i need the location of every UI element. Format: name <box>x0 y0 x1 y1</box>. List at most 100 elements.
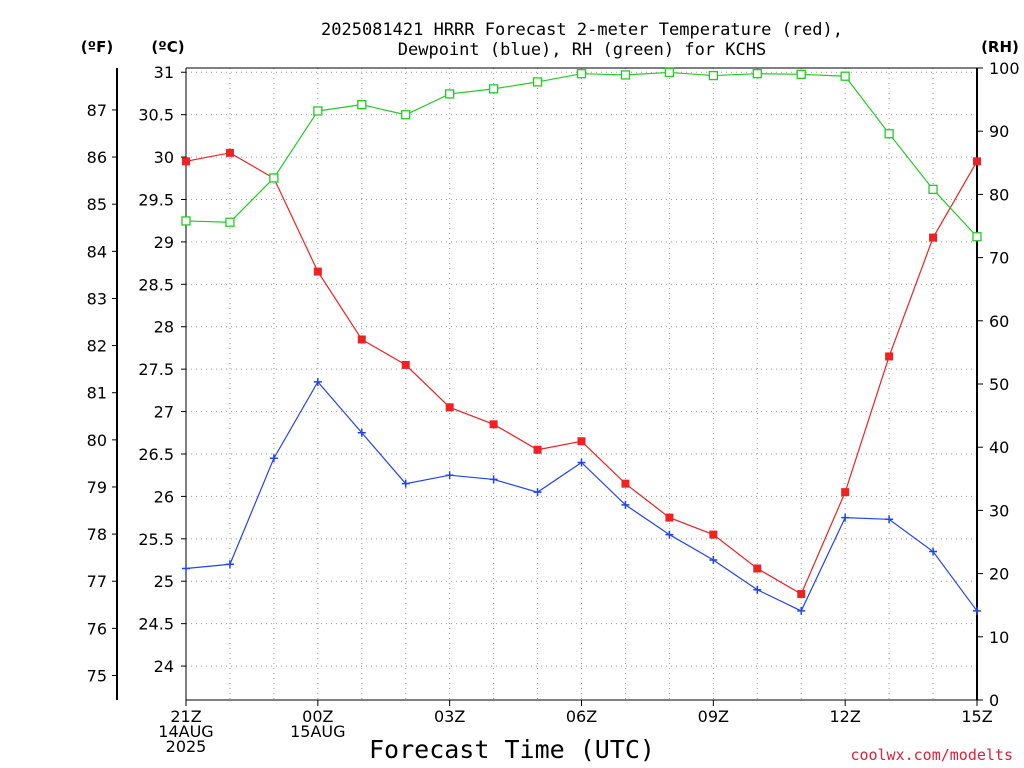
celsius-tick-label: 30.5 <box>138 106 174 125</box>
celsius-tick-label: 24.5 <box>138 615 174 634</box>
data-point-rh <box>357 100 367 110</box>
data-point-temperature <box>797 589 806 598</box>
fahrenheit-tick-label: 82 <box>87 337 107 356</box>
fahrenheit-tick-label: 78 <box>87 525 107 544</box>
data-point-rh <box>532 77 543 87</box>
data-point-dewpoint <box>753 585 762 594</box>
rh-tick-label: 70 <box>989 249 1009 268</box>
data-point-temperature <box>489 420 498 429</box>
data-point-temperature <box>577 437 586 446</box>
rh-unit-label: (RH) <box>981 38 1019 56</box>
fahrenheit-tick-label: 76 <box>87 619 107 638</box>
x-tick-label: 09Z <box>698 707 729 726</box>
data-point-dewpoint <box>665 530 674 539</box>
fahrenheit-tick-label: 80 <box>87 431 107 450</box>
celsius-tick-label: 27 <box>154 403 174 422</box>
data-point-temperature <box>621 479 630 488</box>
data-point-temperature <box>533 445 542 454</box>
rh-tick-label: 80 <box>989 185 1009 204</box>
rh-tick-label: 20 <box>989 565 1009 584</box>
grid-lines <box>186 68 977 700</box>
data-point-rh <box>972 232 982 242</box>
celsius-tick-label: 25.5 <box>138 530 174 549</box>
data-point-temperature <box>225 148 234 157</box>
data-point-temperature <box>929 233 938 242</box>
celsius-tick-label: 26.5 <box>138 445 174 464</box>
data-point-temperature <box>753 564 762 573</box>
x-tick-label: 21Z <box>170 707 201 726</box>
fahrenheit-tick-label: 84 <box>87 242 107 261</box>
rh-tick-label: 10 <box>989 628 1009 647</box>
rh-tick-label: 60 <box>989 312 1009 331</box>
data-point-dewpoint <box>577 458 586 467</box>
data-point-rh <box>708 70 718 81</box>
fahrenheit-tick-label: 86 <box>87 148 107 167</box>
celsius-tick-label: 26 <box>154 487 174 506</box>
data-point-dewpoint <box>357 428 366 437</box>
data-point-rh <box>928 184 938 194</box>
tick-labels: 24 24.5 25 25.5 26 26.5 27 27.5 28 28.5 29 29.5 30 30… <box>87 59 1020 756</box>
x-tick-label: 03Z <box>434 707 465 726</box>
data-point-dewpoint <box>225 560 234 569</box>
data-point-rh <box>269 173 279 183</box>
data-point-temperature <box>313 267 322 276</box>
fahrenheit-unit-label: (ºF) <box>81 38 113 56</box>
data-point-temperature <box>182 157 190 166</box>
x-tick-label: 15Z <box>961 707 992 726</box>
rh-tick-label: 40 <box>989 438 1009 457</box>
data-point-dewpoint <box>709 556 718 565</box>
data-point-rh <box>488 84 499 94</box>
data-point-dewpoint <box>885 515 894 524</box>
data-point-temperature <box>841 488 850 497</box>
x-axis-label: Forecast Time (UTC) <box>369 735 655 764</box>
data-point-dewpoint <box>797 606 806 615</box>
data-point-rh <box>840 71 850 81</box>
data-point-rh <box>181 216 191 226</box>
data-point-rh <box>225 217 235 227</box>
credit-text: coolwx.com/modelts <box>850 746 1013 764</box>
data-point-rh <box>796 69 806 79</box>
data-point-temperature <box>401 360 410 369</box>
data-point-temperature <box>973 157 981 166</box>
series-dewpoint <box>182 377 981 615</box>
x-tick-label: 14AUG <box>158 722 213 741</box>
rh-tick-label: 50 <box>989 375 1009 394</box>
data-point-rh <box>401 110 411 120</box>
data-point-dewpoint <box>841 513 850 522</box>
x-tick-label: 06Z <box>566 707 597 726</box>
data-point-rh <box>664 67 675 78</box>
rh-tick-label: 0 <box>989 691 999 710</box>
data-point-rh <box>313 106 323 116</box>
rh-tick-label: 30 <box>989 501 1009 520</box>
fahrenheit-tick-label: 83 <box>87 289 107 308</box>
data-point-dewpoint <box>621 500 630 509</box>
celsius-tick-label: 29.5 <box>138 190 174 209</box>
data-point-rh <box>884 129 894 139</box>
data-point-dewpoint <box>929 547 938 556</box>
fahrenheit-tick-label: 75 <box>87 666 107 685</box>
data-point-rh <box>752 69 762 79</box>
chart-subtitle: Dewpoint (blue), RH (green) for KCHS <box>398 40 766 60</box>
axes <box>112 67 983 706</box>
data-point-dewpoint <box>313 377 322 386</box>
celsius-tick-label: 31 <box>154 63 174 82</box>
data-point-temperature <box>665 513 674 522</box>
celsius-tick-label: 27.5 <box>138 360 174 379</box>
x-tick-label: 15AUG <box>290 722 345 741</box>
series-layer <box>181 67 982 615</box>
fahrenheit-tick-label: 85 <box>87 195 107 214</box>
data-point-dewpoint <box>182 564 190 573</box>
data-point-dewpoint <box>401 479 410 488</box>
data-point-temperature <box>885 352 894 361</box>
series-rh <box>181 67 982 242</box>
x-tick-label: 12Z <box>830 707 861 726</box>
data-point-temperature <box>445 403 454 412</box>
x-tick-label: 00Z <box>302 707 333 726</box>
celsius-tick-label: 28.5 <box>138 275 174 294</box>
celsius-tick-label: 28 <box>154 318 174 337</box>
data-point-rh <box>576 69 587 79</box>
celsius-tick-label: 24 <box>154 657 174 676</box>
rh-tick-label: 90 <box>989 122 1009 141</box>
data-point-dewpoint <box>269 454 278 463</box>
